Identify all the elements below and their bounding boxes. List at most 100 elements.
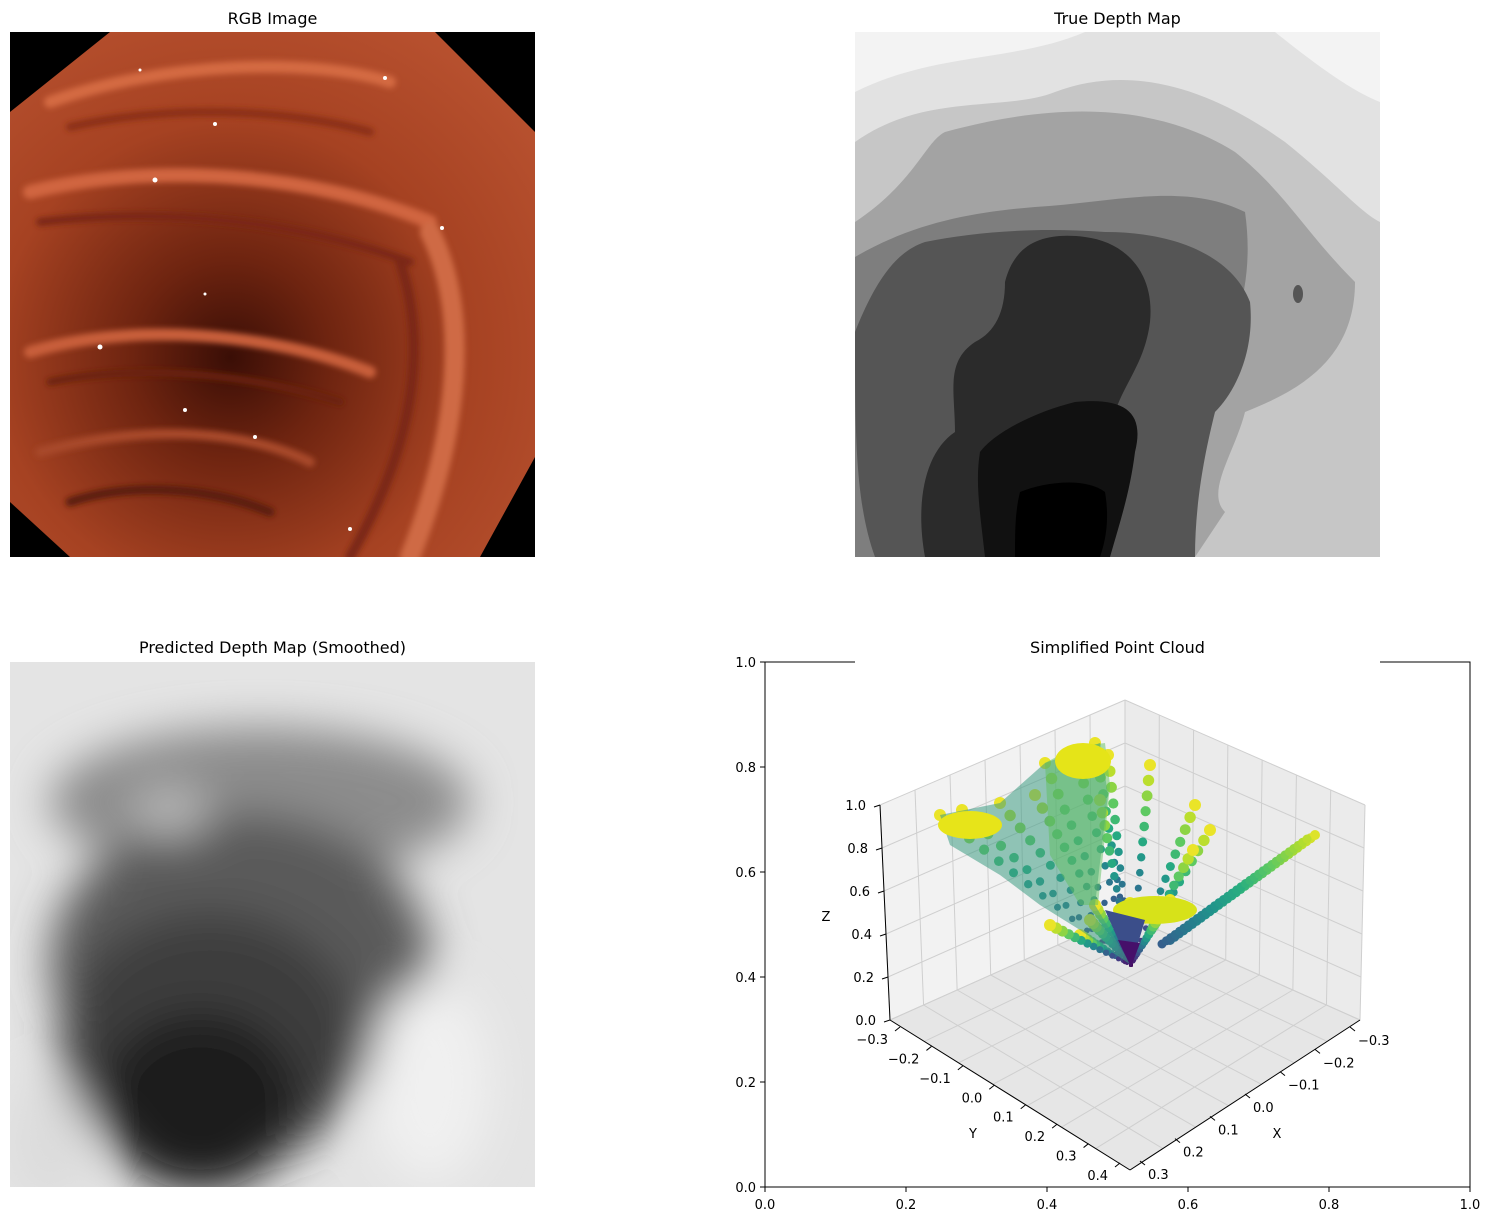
- cloud-point: [1161, 874, 1170, 883]
- z-axis-label: Z: [822, 910, 831, 925]
- cloud-point: [1178, 862, 1189, 874]
- outer-x-tick-label: 0.6: [1178, 1198, 1199, 1213]
- z-tick-label: 0.4: [851, 928, 872, 943]
- cloud-point: [1089, 942, 1098, 951]
- x-tick: [1279, 1071, 1286, 1077]
- point-cloud-chart: 0.0 0.2 0.4 0.6 0.8 1.0 0.0 0.2 0.4 0.6 0.8 1.0 0.0…: [700, 655, 1490, 1221]
- cloud-point: [1138, 837, 1148, 847]
- x-tick-label: −0.1: [1288, 1079, 1320, 1094]
- z-tick-label: 1.0: [845, 799, 866, 814]
- z-tick-label: 0.0: [855, 1014, 876, 1029]
- cloud-peak: [1055, 743, 1111, 779]
- x-axis-label: X: [1273, 1127, 1282, 1142]
- cloud-point: [1136, 868, 1144, 877]
- z-tick-label: 0.2: [853, 971, 874, 986]
- cloud-peak: [1113, 896, 1197, 924]
- cloud-point: [1101, 899, 1108, 906]
- outer-y-tick-label: 0.2: [735, 1076, 756, 1091]
- y-tick: [1083, 1143, 1089, 1148]
- cloud-base: [1118, 940, 1140, 967]
- y-tick-label: −0.2: [888, 1052, 920, 1067]
- z-tick-label: 0.8: [847, 842, 868, 857]
- cloud-point: [1134, 884, 1142, 892]
- outer-x-tick-label: 0.2: [896, 1198, 917, 1213]
- y-tick-label: 0.1: [993, 1111, 1014, 1126]
- x-tick: [1209, 1115, 1216, 1121]
- z-tick: [875, 847, 883, 851]
- y-tick: [894, 1026, 901, 1032]
- cloud-point: [1165, 862, 1175, 871]
- cloud-point: [1106, 878, 1113, 886]
- z-tick: [877, 890, 885, 894]
- cloud-point: [1112, 831, 1122, 841]
- cloud-point: [1139, 821, 1149, 832]
- cloud-point: [1156, 887, 1165, 895]
- x-tick-label: 0.2: [1183, 1146, 1204, 1161]
- outer-y-tick-label: 0.4: [735, 971, 756, 986]
- cloud-point: [1096, 946, 1104, 954]
- z-tick-label: 0.6: [849, 885, 870, 900]
- predicted-depth-map: [10, 662, 535, 1187]
- cloud-point: [1189, 799, 1201, 811]
- rgb-image: [10, 32, 535, 557]
- outer-x-tick-label: 0.4: [1037, 1198, 1058, 1213]
- cloud-point: [1141, 790, 1153, 802]
- cloud-point: [1109, 952, 1116, 959]
- cloud-point: [1116, 864, 1125, 872]
- point-cloud-title: Simplified Point Cloud: [1030, 638, 1205, 657]
- x-tick-label: −0.2: [1323, 1056, 1355, 1071]
- x-tick: [1244, 1093, 1251, 1099]
- outer-x-tick-label: 0.8: [1319, 1198, 1340, 1213]
- x-tick-label: −0.3: [1358, 1034, 1390, 1049]
- y-tick-label: 0.3: [1056, 1150, 1077, 1165]
- rgb-image-title: RGB Image: [227, 9, 318, 28]
- x-tick-label: 0.0: [1253, 1101, 1274, 1116]
- cloud-point: [1302, 834, 1312, 844]
- outer-y-tick-label: 0.8: [735, 761, 756, 776]
- cloud-point: [1044, 919, 1056, 931]
- y-tick: [957, 1065, 964, 1071]
- outer-y-tick-label: 0.6: [735, 866, 756, 881]
- cloud-point: [1144, 759, 1156, 771]
- cloud-point: [1104, 846, 1115, 856]
- cloud-point: [1142, 774, 1155, 787]
- cloud-point: [1182, 853, 1194, 865]
- z-tick: [883, 1019, 891, 1023]
- x-axis-line: [1129, 1019, 1361, 1171]
- cloud-point: [1204, 824, 1216, 836]
- z-tick: [879, 933, 887, 937]
- x-tick: [1174, 1138, 1181, 1144]
- predicted-depth-title: Predicted Depth Map (Smoothed): [138, 638, 407, 657]
- cloud-point: [1102, 949, 1110, 956]
- x-tick-label: 0.1: [1218, 1123, 1239, 1138]
- cloud-peak: [938, 811, 1002, 839]
- cloud-point: [1198, 834, 1210, 847]
- pane-floor: [890, 915, 1360, 1170]
- y-tick-label: −0.1: [919, 1072, 951, 1087]
- cloud-point: [1108, 798, 1119, 809]
- cloud-point: [1114, 847, 1123, 857]
- y-axis-label: Y: [968, 1127, 977, 1142]
- cloud-point: [1170, 849, 1181, 859]
- y-tick: [1114, 1162, 1121, 1168]
- cloud-point: [1179, 824, 1191, 835]
- z-axis-line: [879, 804, 891, 1021]
- cloud-surface: [1045, 743, 1110, 905]
- cloud-point: [1110, 872, 1119, 881]
- cloud-point: [1107, 859, 1117, 868]
- outer-y-tick-label: 0.0: [735, 1181, 756, 1196]
- cloud-point: [1110, 895, 1117, 902]
- cloud-point: [1110, 814, 1120, 825]
- cloud-point: [1112, 885, 1121, 893]
- y-tick: [1020, 1104, 1027, 1110]
- outer-x-tick-label: 1.0: [1460, 1198, 1481, 1213]
- x-tick: [1314, 1048, 1321, 1054]
- y-tick-label: 0.2: [1024, 1130, 1045, 1145]
- cloud-point: [1310, 830, 1320, 840]
- cloud-point: [1175, 836, 1186, 847]
- x-tick: [1349, 1026, 1356, 1032]
- y-tick: [1051, 1123, 1058, 1129]
- cloud-point: [1118, 880, 1126, 888]
- outer-x-tick-label: 0.0: [755, 1198, 776, 1213]
- x-tick: [1139, 1160, 1146, 1166]
